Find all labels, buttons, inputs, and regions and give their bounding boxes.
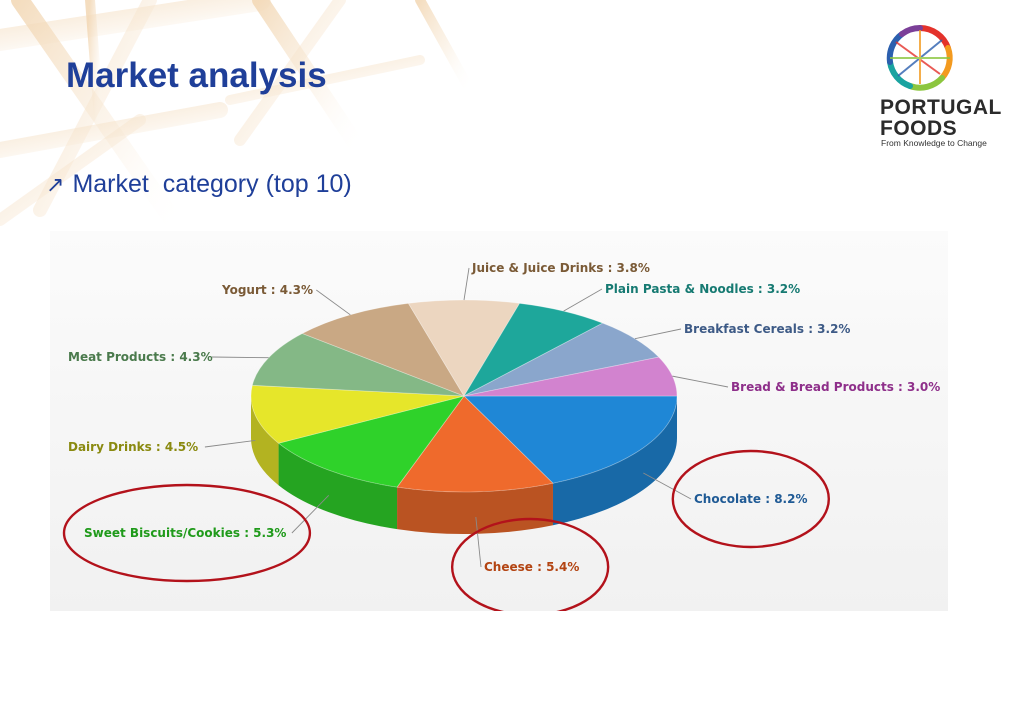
leader-line-9	[672, 375, 729, 388]
slice-label-1: Cheese : 5.4%	[484, 560, 579, 574]
bullet-text: Market category (top 10)	[72, 170, 352, 198]
slice-label-5: Yogurt : 4.3%	[221, 283, 313, 297]
slice-label-0: Chocolate : 8.2%	[694, 492, 807, 506]
slice-label-6: Juice & Juice Drinks : 3.8%	[471, 261, 650, 275]
pie-slice-5	[301, 302, 465, 397]
slice-label-8: Breakfast Cereals : 3.2%	[684, 322, 850, 336]
leader-line-2	[291, 495, 330, 534]
leader-line-7	[563, 288, 603, 312]
pie-top-faces	[250, 299, 678, 493]
leader-line-6	[463, 267, 470, 301]
slice-label-9: Bread & Bread Products : 3.0%	[731, 380, 940, 394]
pie-slice-3	[250, 384, 465, 444]
highlight-circle-2	[62, 483, 312, 583]
pie-side-walls	[251, 396, 677, 534]
pie-slice-4	[251, 333, 465, 397]
pie-slice-0	[463, 395, 678, 484]
slice-label-4: Meat Products : 4.3%	[68, 350, 213, 364]
pie-slice-2	[277, 395, 465, 488]
arrow-icon: ↗	[46, 173, 65, 198]
pie-slice-1	[396, 395, 554, 493]
highlight-circle-0	[671, 449, 830, 549]
pie-labels: Chocolate : 8.2% Cheese : 5.4% Sweet Biscu…	[62, 261, 940, 611]
slice-label-7: Plain Pasta & Noodles : 3.2%	[605, 282, 800, 296]
pie-side-3	[251, 396, 279, 486]
bullet-item: ↗ Market category (top 10)	[46, 170, 352, 199]
slice-label-2: Sweet Biscuits/Cookies : 5.3%	[84, 526, 286, 540]
logo-ring-icon	[886, 25, 953, 91]
leader-line-3	[204, 439, 256, 448]
pie-chart: Chocolate : 8.2% Cheese : 5.4% Sweet Biscu…	[62, 261, 940, 611]
leader-line-4	[211, 356, 269, 359]
pie-side-1	[397, 483, 553, 534]
leader-line-0	[643, 472, 692, 500]
pie-side-0	[552, 396, 677, 526]
portugal-foods-logo: PORTUGAL FOODS From Knowledge to Change	[878, 22, 1008, 152]
logo-line-1: PORTUGAL	[880, 96, 1002, 119]
background-decoration	[0, 0, 475, 239]
slice-label-3: Dairy Drinks : 4.5%	[68, 440, 198, 454]
pie-side-2	[278, 443, 398, 530]
leader-line-8	[634, 328, 682, 340]
pie-chart-panel: Chocolate : 8.2% Cheese : 5.4% Sweet Biscu…	[50, 231, 948, 611]
page-title: Market analysis	[66, 56, 327, 95]
logo-tagline: From Knowledge to Change	[881, 138, 987, 148]
leader-line-5	[316, 289, 351, 316]
leader-line-1	[475, 517, 482, 568]
highlight-circle-1	[450, 517, 610, 611]
pie-slice-9	[463, 356, 678, 397]
logo-line-2: FOODS	[880, 117, 958, 140]
pie-slice-8	[463, 322, 660, 397]
